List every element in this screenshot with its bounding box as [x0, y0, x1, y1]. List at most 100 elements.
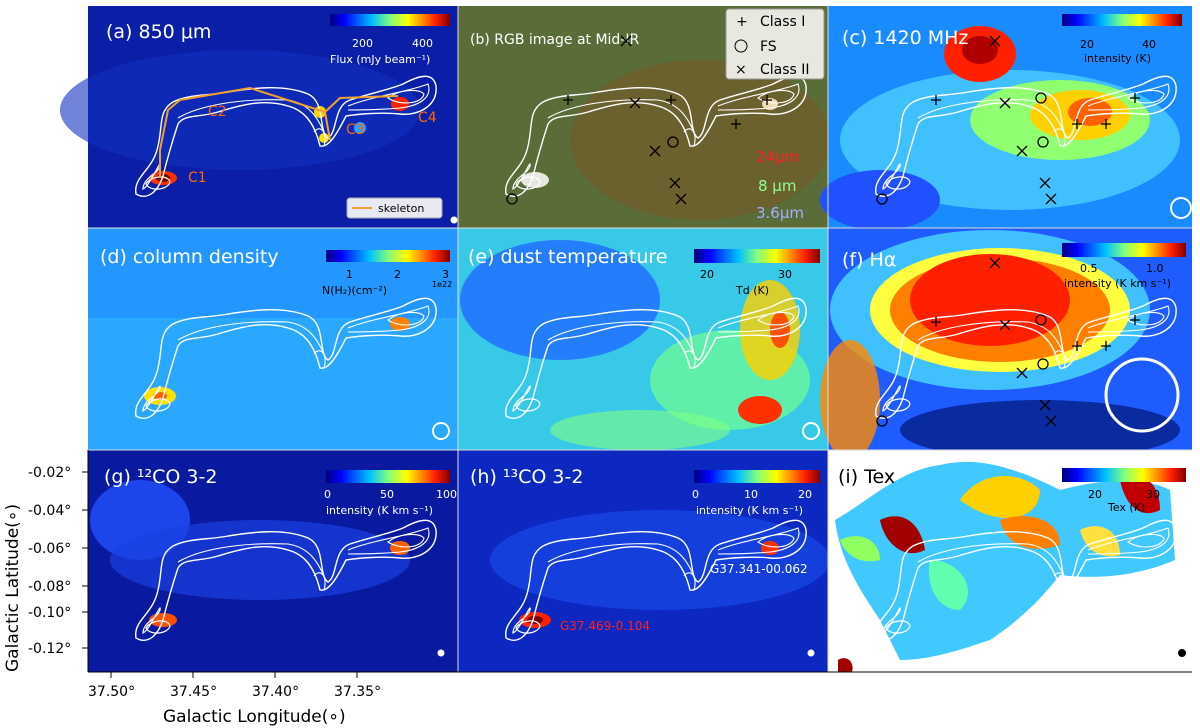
legend-class2: Class II: [760, 62, 810, 78]
panel-h: (h) ¹³CO 3-2 0 10 20 intensity (K km s⁻¹…: [458, 450, 830, 672]
panel-e: (e) dust temperature 20 30 Td (K): [458, 228, 828, 450]
legend-class2-symbol: ×: [735, 62, 747, 78]
legend-fs-symbol: [734, 39, 748, 53]
x-tick-3: 37.35°: [334, 684, 381, 700]
panel-g-cbtick-0: 0: [324, 488, 331, 501]
skeleton-legend-text: skeleton: [378, 202, 424, 215]
panel-i-colorbar: [1062, 468, 1186, 482]
panel-g-title: (g) ¹²CO 3-2: [104, 466, 217, 488]
beam-c: [1170, 197, 1192, 219]
source-label-g37-469: G37.469-0.104: [560, 619, 650, 633]
clump-label-c4: C4: [418, 110, 437, 126]
beam-e: [802, 422, 820, 440]
panel-f-cbtick-0: 0.5: [1080, 262, 1098, 275]
panel-d-colorbar: [326, 250, 450, 262]
panel-a-cbtick-0: 200: [352, 37, 373, 50]
panel-g-cblabel: intensity (K km s⁻¹): [326, 504, 433, 517]
x-tick-2: 37.40°: [252, 684, 299, 700]
panel-c-cbtick-1: 40: [1142, 38, 1156, 51]
panel-c-title: (c) 1420 MHz: [842, 27, 968, 49]
panel-i-cbtick-0: 20: [1088, 488, 1102, 501]
y-axis-label: Galactic Latitude(∘): [3, 504, 23, 672]
panel-c-cblabel: intensity (K): [1084, 52, 1151, 65]
panel-b-title: (b) RGB image at Mid-IR: [470, 32, 640, 48]
y-tick-2: -0.06°: [28, 541, 71, 557]
panel-i-title: (i) Tex: [838, 466, 895, 488]
panel-e-cbtick-1: 30: [778, 268, 792, 281]
panel-i-cblabel: Tex (K): [1107, 501, 1145, 514]
beam-g: [437, 649, 445, 657]
panel-c-cbtick-0: 20: [1080, 38, 1094, 51]
yso-markers-b: [506, 35, 772, 205]
panel-a-cbtick-1: 400: [412, 37, 433, 50]
panel-h-cbtick-0: 0: [692, 488, 699, 501]
panel-h-cbtick-2: 20: [798, 488, 812, 501]
panel-h-cbtick-1: 10: [744, 488, 758, 501]
panel-g-colorbar: [326, 470, 450, 483]
panel-grid: [88, 6, 1192, 672]
panel-g-cbtick-2: 100: [436, 488, 457, 501]
panel-f: (f) Hα 0.5 1.0 intensity (K km s⁻¹): [820, 228, 1192, 460]
band-8um: 8 μm: [758, 177, 796, 195]
panel-e-cbtick-0: 20: [700, 268, 714, 281]
legend-fs: FS: [760, 39, 777, 55]
panel-i: (i) Tex 20 30 Tex (K): [828, 450, 1192, 672]
x-axis-label: Galactic Longitude(∘): [163, 707, 346, 727]
yso-markers-c: [876, 35, 1140, 205]
legend-class1: Class I: [760, 14, 805, 30]
x-tick-1: 37.45°: [170, 684, 217, 700]
panel-g-cbtick-1: 50: [380, 488, 394, 501]
panel-d-exponent: 1e22: [432, 280, 452, 289]
skeleton-line: [159, 86, 399, 178]
panel-h-colorbar: [694, 470, 820, 483]
beam-i: [1178, 649, 1186, 657]
panel-e-cblabel: Td (K): [735, 284, 769, 297]
y-tick-3: -0.08°: [28, 579, 71, 595]
y-tick-4: -0.10°: [28, 605, 71, 621]
band-24um: 24μm: [756, 148, 799, 166]
clump-label-c1: C1: [188, 170, 207, 186]
x-tick-0: 37.50°: [88, 684, 135, 700]
panel-a-colorbar: [330, 14, 450, 26]
panel-a-title: (a) 850 μm: [106, 21, 211, 43]
panel-d-cblabel: N(H₂)(cm⁻²): [322, 284, 387, 297]
panel-f-colorbar: [1062, 243, 1186, 257]
panel-e-colorbar: [694, 249, 820, 263]
panel-f-title: (f) Hα: [842, 249, 896, 271]
yso-legend: [725, 8, 825, 80]
panel-a-cblabel: Flux (mJy beam⁻¹): [330, 53, 430, 66]
panel-c-colorbar: [1062, 14, 1182, 26]
beam-h: [807, 649, 815, 657]
band-3-6um: 3.6μm: [756, 204, 804, 222]
panel-b: (b) RGB image at Mid-IR + Class I FS × C…: [458, 6, 830, 228]
panel-a: (a) 850 μm 200 400 Flux (mJy beam⁻¹) C1 …: [60, 6, 458, 228]
panel-d-cbtick-1: 2: [394, 268, 401, 281]
beam-a: [450, 216, 458, 224]
beam-d: [432, 422, 450, 440]
source-label-g37-341: G37.341-00.062: [710, 562, 808, 576]
panel-f-cbtick-1: 1.0: [1146, 262, 1164, 275]
panel-d-cbtick-0: 1: [346, 268, 353, 281]
beam-f: [1104, 357, 1180, 433]
legend-class1-symbol: +: [736, 14, 748, 30]
panel-i-cbtick-1: 30: [1146, 488, 1160, 501]
clump-label-c2: C2: [208, 104, 227, 120]
clump-label-c3: C3: [346, 122, 365, 138]
panel-d-cbtick-2: 3: [442, 268, 449, 281]
y-tick-5: -0.12°: [28, 641, 71, 657]
panel-f-cblabel: intensity (K km s⁻¹): [1064, 277, 1171, 290]
y-tick-0: -0.02°: [28, 465, 71, 481]
panel-e-title: (e) dust temperature: [468, 246, 667, 268]
panel-h-cblabel: intensity (K km s⁻¹): [696, 504, 803, 517]
y-axis-ticks: [82, 450, 89, 672]
x-axis-ticks: [88, 671, 1192, 678]
panel-c: (c) 1420 MHz 20 40 intensity (K): [820, 6, 1192, 230]
skeleton-legend: [346, 197, 443, 219]
panel-d: (d) column density 1 2 3 N(H₂)(cm⁻²) 1e2…: [88, 228, 458, 450]
yso-markers-f: [876, 257, 1140, 427]
y-tick-1: -0.04°: [28, 503, 71, 519]
panel-g: (g) ¹²CO 3-2 0 50 100 intensity (K km s⁻…: [88, 450, 458, 672]
panel-d-title: (d) column density: [100, 246, 279, 268]
panel-h-title: (h) ¹³CO 3-2: [470, 466, 583, 488]
